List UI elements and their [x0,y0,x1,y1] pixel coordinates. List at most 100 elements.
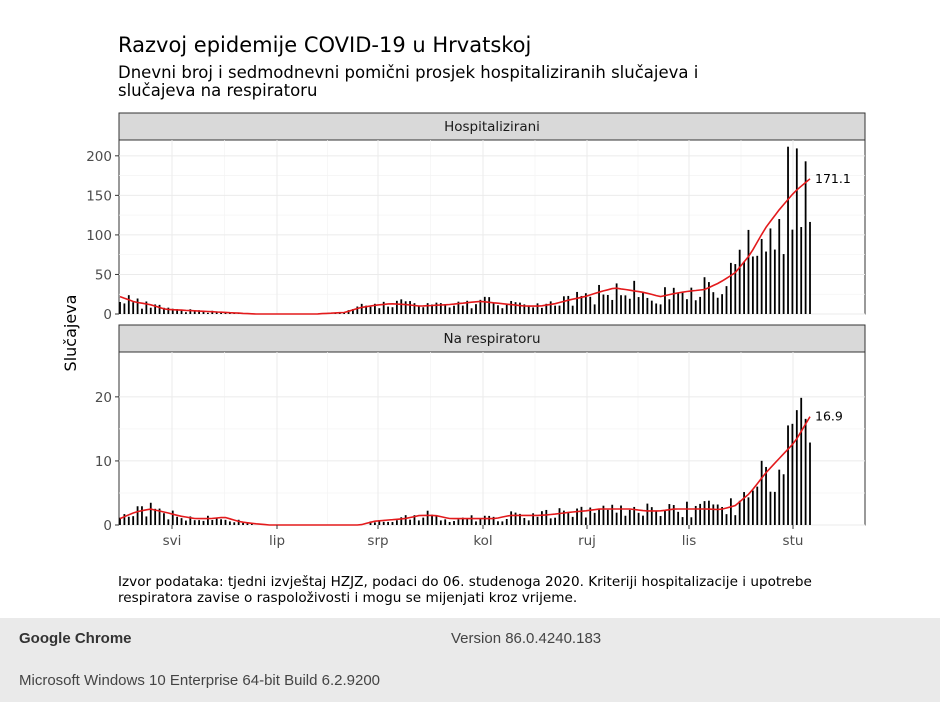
bar [606,509,609,525]
bar [571,516,574,525]
bar [514,302,517,314]
bar [606,294,609,314]
bar [593,304,596,314]
bar [457,519,460,525]
bar [611,299,614,314]
bar [202,520,205,525]
bar [470,515,473,525]
bar [708,500,710,525]
bar [686,501,688,525]
y-tick-label: 50 [95,267,112,283]
bar [598,509,600,525]
bar [545,509,548,525]
bar [633,506,636,525]
chart-title: Razvoj epidemije COVID-19 u Hrvatskoj [118,33,532,57]
bar [756,255,759,314]
bar [554,305,556,314]
bar [527,520,530,525]
x-tick-label: kol [473,533,492,549]
bar [413,515,416,525]
bar [488,515,491,525]
bar [475,304,477,314]
bar [202,311,205,314]
bar [655,510,658,525]
bar [466,519,469,525]
bar [699,503,702,525]
bar [642,291,644,314]
bar [360,303,363,314]
bar [549,301,552,314]
bar [562,296,565,314]
bar [198,520,201,525]
bar [795,148,798,314]
bar [439,303,442,314]
bar [163,307,165,314]
system-info-bar: Google Chrome Version 86.0.4240.183 Micr… [0,618,940,702]
bar [352,309,354,314]
bar [703,501,706,525]
bar [497,521,499,525]
bar [628,509,631,525]
bar [554,517,556,525]
bar [620,505,622,525]
bar [356,306,359,314]
bar [448,307,451,314]
y-tick-label: 20 [95,390,112,406]
panel-strip-label-na-respiratoru: Na respiratoru [443,331,540,347]
bar [734,264,737,314]
bar [505,304,508,314]
bar [558,508,561,525]
bar [431,304,433,314]
bar [119,517,121,525]
bar [145,516,148,525]
bar [136,298,139,314]
bar [382,521,385,525]
bar [119,301,121,314]
bar [514,512,517,525]
x-axis-ticks: svi lip srp kol ruj lis stu [163,525,803,549]
end-value-label-hospitalizirani: 171.1 [815,171,851,186]
bar [804,418,807,525]
bar [589,296,592,314]
bar [185,520,187,525]
end-value-label-na-respiratoru: 16.9 [815,409,843,424]
bar [738,500,741,525]
bar [800,227,803,314]
bar [615,512,618,525]
bar [589,507,592,525]
bar [571,305,574,314]
bar [136,506,139,525]
bar [497,305,499,314]
moving-average-line-hospitalizirani [119,178,811,315]
bar [536,516,539,525]
bar [690,287,693,314]
bar [743,492,745,525]
bar [193,520,196,525]
bar [681,291,684,314]
bar [611,504,614,525]
bar [734,515,737,525]
bar [637,512,640,525]
bar [576,508,578,525]
bar [453,305,455,314]
moving-average-line-na-respiratoru [119,416,811,526]
bar [558,305,561,314]
bar [725,286,728,314]
bar [580,295,583,314]
bar [154,508,157,525]
bar [198,310,201,314]
bar [501,308,504,314]
bar [650,507,653,525]
bar [391,521,394,525]
bar [584,517,587,525]
bar [233,522,236,525]
bar [769,228,772,314]
bar [479,518,482,525]
bar [163,513,165,525]
bar [650,300,653,314]
bar [738,249,741,314]
bar [369,306,372,314]
x-tick-label: svi [163,533,182,549]
bar [778,469,781,525]
bar [523,517,526,525]
